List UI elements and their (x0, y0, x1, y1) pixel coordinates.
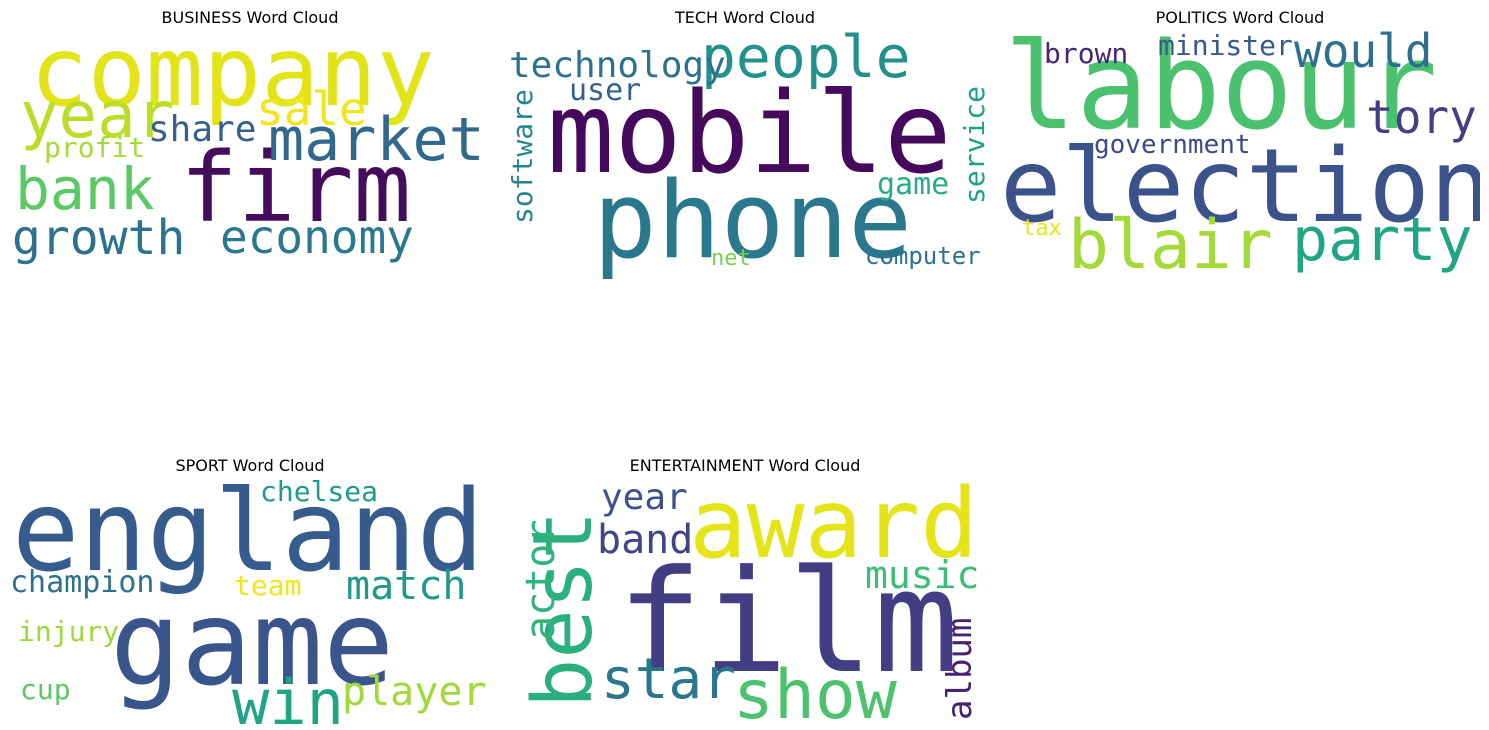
cloud-word-share: share (148, 109, 257, 150)
cloud-word-game: game (110, 574, 395, 712)
cloud-word-team: team (234, 569, 302, 602)
wordcloud: mobile phone people technology user software s… (505, 28, 985, 278)
cloud-word-music: music (865, 553, 980, 597)
cloud-word-year: year (20, 79, 175, 153)
cloud-word-film: film (617, 540, 959, 705)
cloud-word-champion: champion (10, 565, 155, 600)
cloud-word-people: people (701, 23, 911, 91)
wordcloud: film award best show star band year music actor a… (505, 468, 985, 730)
cloud-word-game: game (877, 167, 950, 202)
cloud-word-service: service (958, 85, 985, 204)
panel-title: POLITICS Word Cloud (1155, 8, 1325, 27)
cloud-word-phone: phone (593, 159, 913, 280)
cloud-word-economy: economy (220, 210, 414, 264)
cloud-word-star: star (601, 647, 736, 712)
cloud-word-band: band (597, 517, 694, 563)
cloud-word-win: win (232, 666, 344, 730)
cloud-word-brown: brown (1044, 37, 1129, 70)
cloud-word-blair: blair (1068, 206, 1273, 280)
wordcloud-panel-sport: SPORT Word Cloud england game win match play… (10, 448, 490, 730)
cloud-word-actor: actor (518, 519, 564, 640)
cloud-word-injury: injury (18, 615, 120, 648)
cloud-word-tax: tax (1022, 216, 1062, 241)
cloud-word-user: user (569, 73, 642, 108)
panel-title: ENTERTAINMENT Word Cloud (629, 456, 861, 475)
panel-title: SPORT Word Cloud (175, 456, 325, 475)
cloud-word-cup: cup (20, 673, 71, 706)
cloud-word-minister: minister (1158, 29, 1293, 62)
wordcloud: england game win match player chelsea champion… (10, 467, 490, 730)
cloud-word-profit: profit (44, 131, 146, 164)
cloud-word-party: party (1292, 205, 1473, 275)
cloud-word-computer: computer (865, 242, 981, 270)
cloud-word-firm: firm (180, 132, 412, 244)
cloud-word-sale: sale (256, 82, 367, 136)
cloud-word-year: year (601, 477, 688, 518)
wordcloud-panel-business: BUSINESS Word Cloud company firm market yea… (10, 0, 490, 280)
cloud-word-market: market (268, 105, 485, 175)
cloud-word-company: company (30, 16, 435, 128)
cloud-word-would: would (1294, 24, 1433, 78)
cloud-word-growth: growth (12, 210, 186, 266)
cloud-word-player: player (342, 669, 487, 715)
cloud-word-album: album (940, 617, 980, 720)
panel-title: BUSINESS Word Cloud (161, 8, 339, 27)
cloud-word-technology: technology (509, 45, 726, 86)
wordcloud-panel-tech: TECH Word Cloud mobile phone people technol… (505, 0, 985, 280)
wordcloud-panel-entertainment: ENTERTAINMENT Word Cloud film award best sh… (505, 448, 985, 730)
cloud-word-mobile: mobile (547, 69, 952, 199)
cloud-word-software: software (506, 89, 539, 224)
cloud-word-show: show (733, 656, 897, 730)
cloud-word-election: election (1000, 127, 1480, 246)
cloud-word-chelsea: chelsea (260, 475, 379, 508)
cloud-word-government: government (1094, 130, 1251, 160)
cloud-word-net: net (711, 246, 751, 271)
panel-title: TECH Word Cloud (674, 8, 816, 27)
wordcloud: company firm market year sale bank growth econo… (10, 24, 490, 278)
cloud-word-award: award (689, 468, 978, 580)
cloud-word-bank: bank (15, 155, 155, 223)
cloud-word-tory: tory (1366, 90, 1477, 144)
wordcloud-panel-politics: POLITICS Word Cloud labour election blair p… (1000, 0, 1480, 280)
cloud-word-england: england (12, 467, 485, 597)
wordcloud: labour election blair party would tory ministe… (1000, 18, 1480, 280)
cloud-word-match: match (346, 563, 467, 609)
cloud-word-labour: labour (1004, 18, 1438, 157)
